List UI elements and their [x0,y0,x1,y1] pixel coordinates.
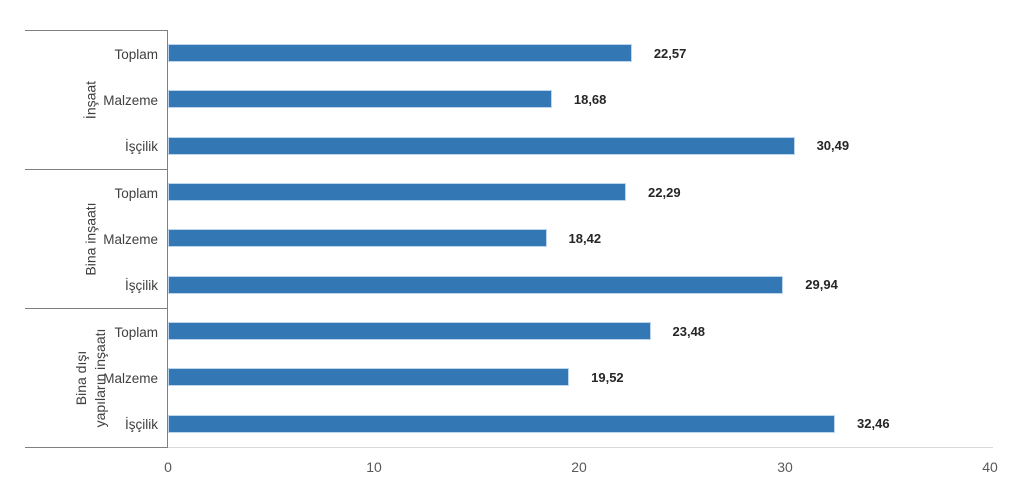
subcategory-label: İşçilik [125,138,158,154]
subcategory-label: İşçilik [125,416,158,432]
bar-row: 32,46 [168,401,990,447]
category-axis-baseline [25,447,168,448]
bar-row: 23,48 [168,308,990,354]
bar [168,322,651,341]
value-axis-line [168,447,993,448]
bar-value-label: 32,46 [857,416,890,432]
bar-row: 19,52 [168,354,990,400]
subcategory-column: Toplam Malzeme İşçilik [25,170,158,308]
subcategory-label: Malzeme [103,370,158,386]
bar [168,183,627,202]
bar [168,136,795,155]
group-cell-bina-insaati: Bina inşaatı Toplam Malzeme İşçilik [25,169,167,308]
bar [168,44,632,63]
bar-row: 18,42 [168,215,990,261]
x-tick-label: 10 [366,459,382,475]
subcategory-label: Toplam [114,46,158,62]
bar-value-label: 22,57 [653,45,687,61]
bar-row: 22,57 [168,30,990,76]
x-tick-label: 40 [982,459,998,475]
x-tick-label: 20 [571,459,587,475]
bar-value-label: 18,68 [573,91,607,107]
bar [168,275,784,294]
bar-value-label: 19,52 [591,369,624,385]
subcategory-label: Malzeme [103,92,158,108]
category-axis-panel: İnşaat Toplam Malzeme İşçilik Bina inşaa… [25,30,168,447]
bar-row: 30,49 [168,123,990,169]
bar [168,90,552,109]
subcategory-label: Toplam [114,324,158,340]
subcategory-column: Toplam Malzeme İşçilik [25,31,158,169]
bar-row: 22,29 [168,169,990,215]
subcategory-label: Toplam [114,185,158,201]
x-tick-label: 30 [777,459,793,475]
bar [168,414,836,433]
bar-value-label: 22,29 [648,184,681,200]
group-cell-insaat: İnşaat Toplam Malzeme İşçilik [25,31,167,169]
bar-value-label: 18,42 [568,230,602,246]
bar-value-label: 29,94 [805,277,838,293]
bar-value-label: 30,49 [816,138,850,154]
bar [168,368,570,387]
subcategory-label: İşçilik [125,277,158,293]
x-tick-label: 0 [164,459,172,475]
plot-area: 22,57 18,68 30,49 22,29 18,42 29,94 23,4… [168,30,990,447]
bar-value-label: 23,48 [672,323,706,339]
bar-row: 29,94 [168,262,990,308]
bar [168,229,547,248]
subcategory-label: Malzeme [103,231,158,247]
bar-row: 18,68 [168,76,990,122]
subcategory-column: Toplam Malzeme İşçilik [25,309,158,447]
group-cell-bina-disi: Bina dışı yapıların inşaatı Toplam Malze… [25,308,167,447]
